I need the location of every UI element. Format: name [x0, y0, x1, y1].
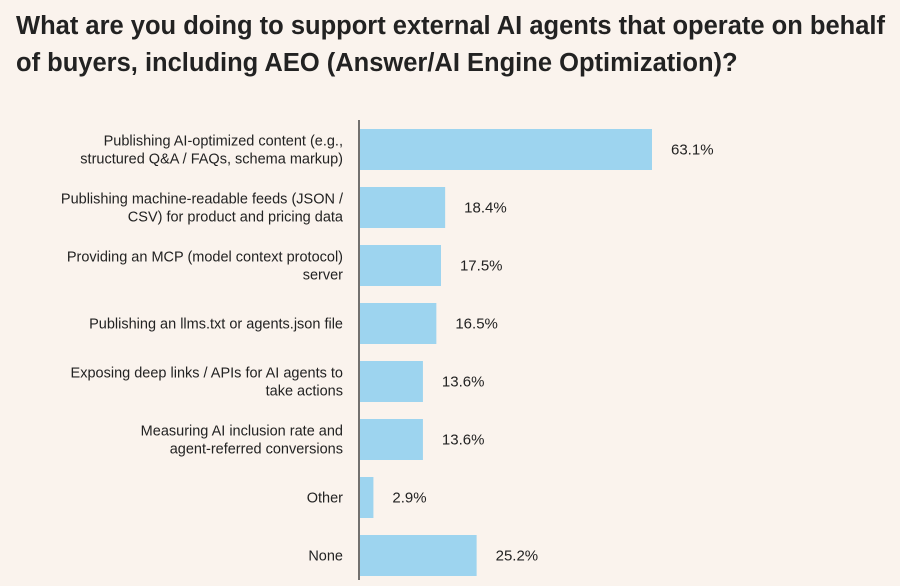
bar — [360, 535, 477, 576]
category-label: Publishing an llms.txt or agents.json fi… — [89, 317, 343, 333]
data-label: 25.2% — [496, 548, 539, 565]
chart-title: What are you doing to support external A… — [16, 12, 885, 77]
category-label: Publishing AI-optimized content (e.g., st… — [80, 134, 343, 168]
bar — [360, 419, 423, 460]
category-label: Other — [307, 491, 343, 507]
bar — [360, 303, 437, 344]
bar — [360, 129, 652, 170]
data-label: 16.5% — [455, 316, 498, 333]
bar — [360, 187, 446, 228]
category-label: Publishing machine-readable feeds (JSON … — [61, 192, 344, 226]
category-label: Providing an MCP (model context protocol… — [67, 250, 343, 284]
data-label: 13.6% — [442, 432, 485, 449]
bar — [360, 361, 423, 402]
bar — [360, 477, 374, 518]
data-label: 18.4% — [464, 200, 507, 217]
category-label: Exposing deep links / APIs for AI agents… — [71, 366, 343, 400]
data-label: 17.5% — [460, 258, 503, 275]
data-label: 2.9% — [392, 490, 426, 507]
category-label: Measuring AI inclusion rate and agent-ref… — [141, 424, 343, 458]
data-label: 13.6% — [442, 374, 485, 391]
data-label: 63.1% — [671, 142, 714, 159]
category-label: None — [308, 549, 343, 565]
bar — [360, 245, 441, 286]
